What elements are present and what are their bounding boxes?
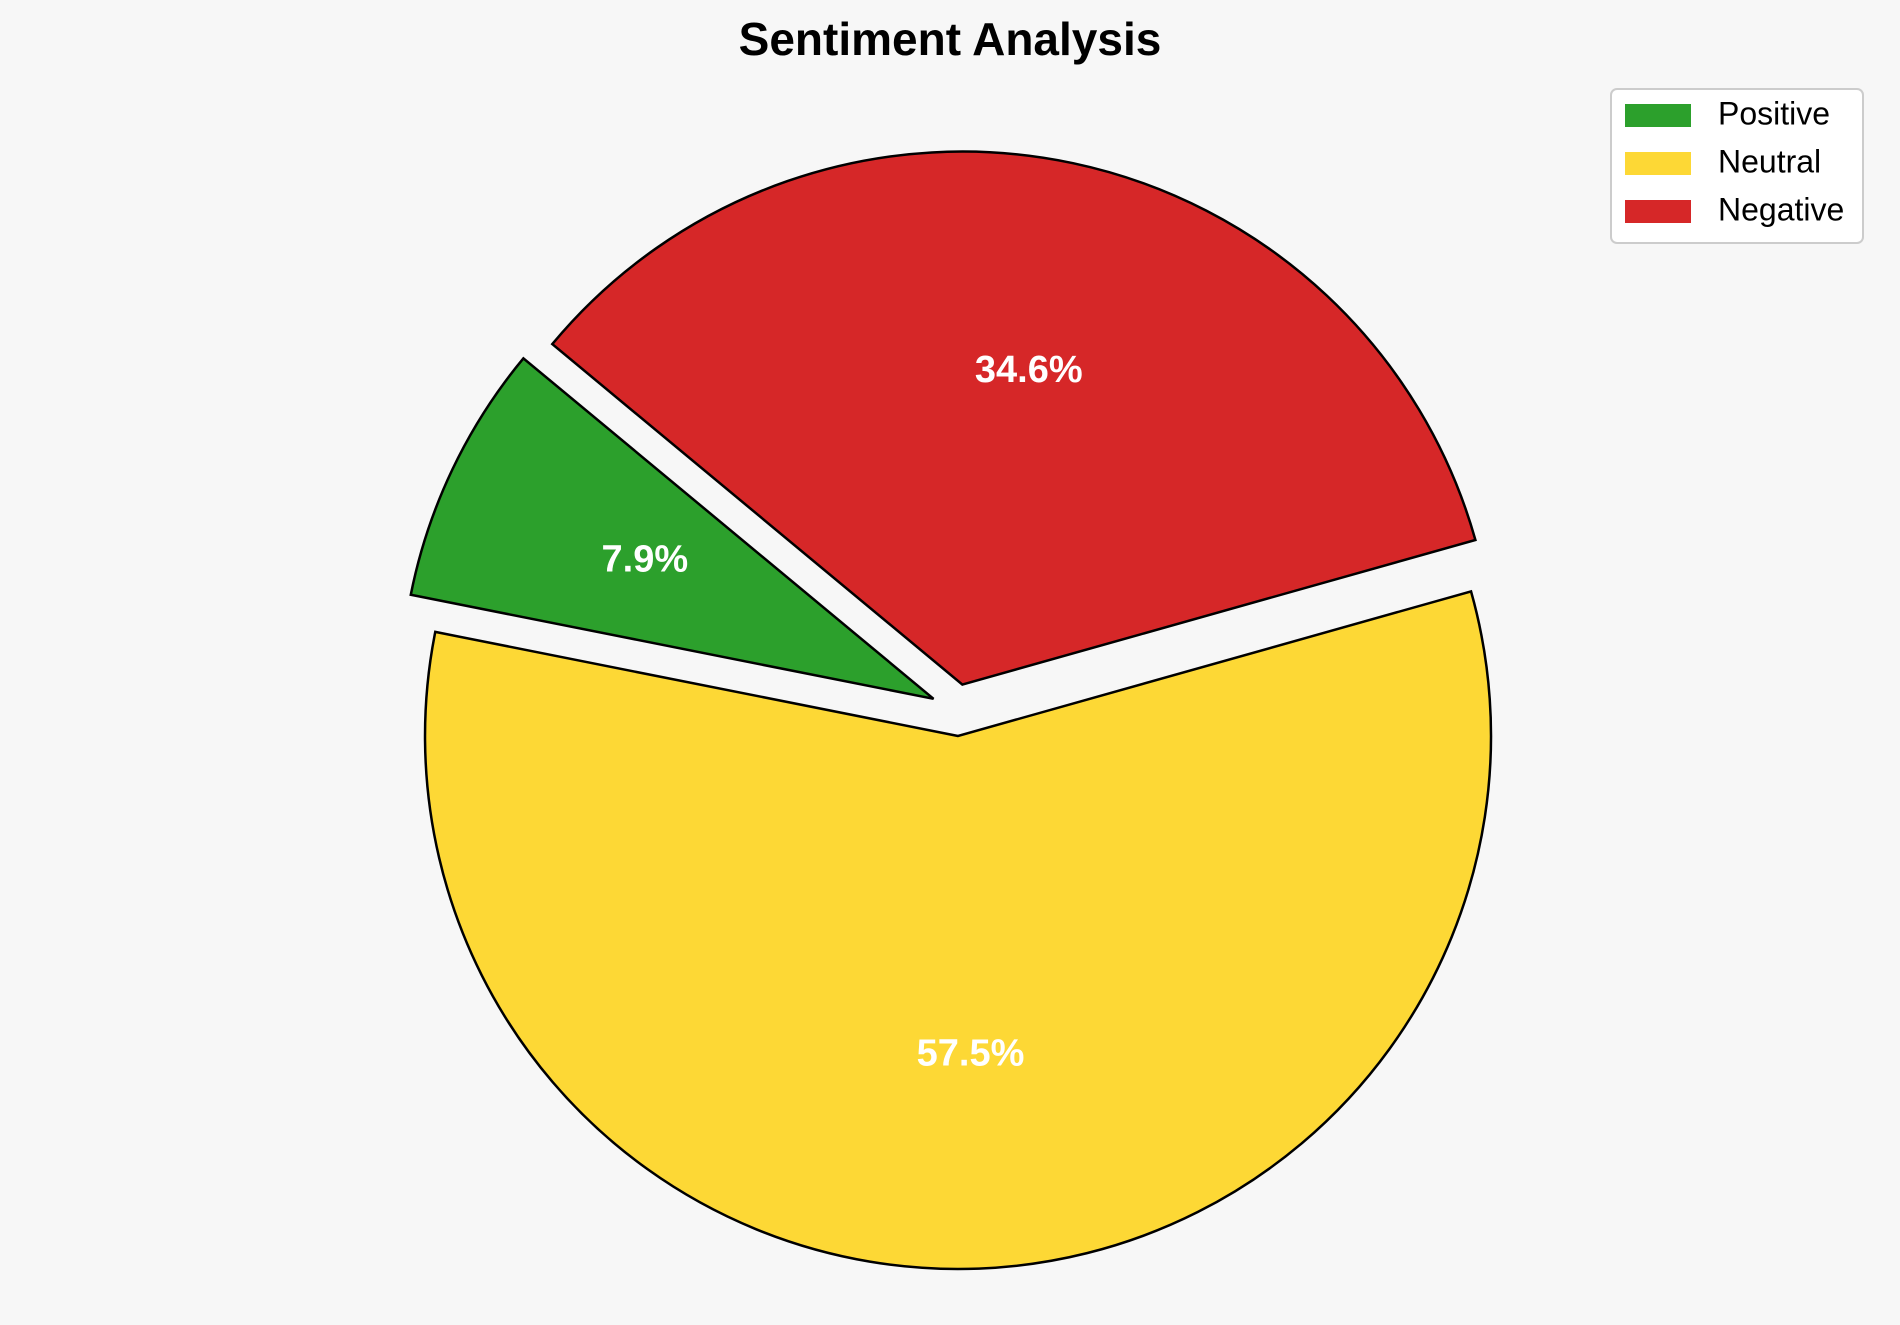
slice-label-positive: 7.9% <box>602 538 689 580</box>
legend-label-positive: Positive <box>1718 95 1830 131</box>
slice-label-negative: 34.6% <box>975 349 1083 391</box>
pie-slice-neutral <box>423 589 1493 1271</box>
legend-label-neutral: Neutral <box>1718 143 1821 179</box>
slice-label-neutral: 57.5% <box>917 1033 1025 1075</box>
legend: Positive Neutral Negative <box>1610 88 1864 244</box>
pie-labels: 7.9% 57.5% 34.6% <box>602 349 1083 1075</box>
chart-title: Sentiment Analysis <box>739 13 1162 65</box>
pie-slice-negative <box>550 150 1477 686</box>
legend-swatch-neutral <box>1625 152 1691 175</box>
legend-label-negative: Negative <box>1718 191 1844 227</box>
pie-slices <box>409 150 1493 1271</box>
legend-swatch-negative <box>1625 200 1691 223</box>
legend-swatch-positive <box>1625 104 1691 127</box>
pie-slice-positive <box>409 356 935 701</box>
